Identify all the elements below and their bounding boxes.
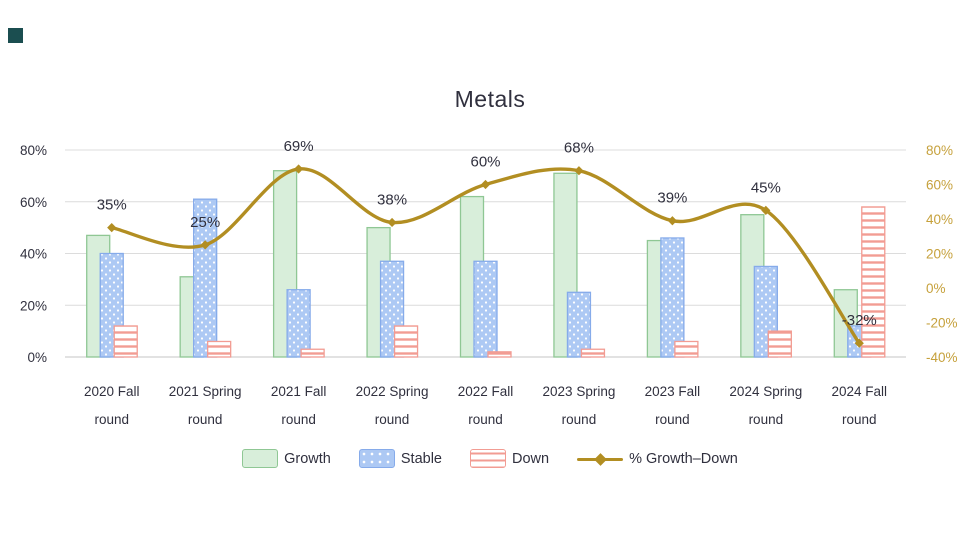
right-axis-labels: -40% -20% 0% 20% 40% 60% 80% [926, 143, 958, 365]
right-tick-label: -40% [926, 350, 958, 365]
line-markers [107, 164, 864, 348]
legend-label-stable: Stable [400, 450, 442, 467]
diamond-marker [387, 217, 397, 228]
diamond-marker [854, 338, 864, 348]
category-label-line2: round [749, 412, 784, 427]
category-label-line2: round [655, 412, 690, 427]
diamond-marker [294, 164, 304, 174]
category-label: 2020 Fall [84, 384, 140, 399]
left-tick-label: 20% [20, 298, 47, 313]
stable-bar [286, 289, 311, 358]
x-axis-labels: 2020 Fall round 2021 Spring round 2021 Fall r… [84, 384, 887, 427]
category-label-line2: round [562, 412, 597, 427]
line-data-label: 38% [377, 191, 407, 208]
bar-series-stable [99, 198, 872, 358]
right-tick-label: 0% [926, 281, 946, 296]
diamond-marker [574, 166, 584, 176]
down-bar [861, 206, 886, 358]
down-bar [207, 340, 232, 358]
category-label: 2024 Fall [832, 384, 888, 399]
category-label: 2022 Spring [356, 384, 429, 399]
legend-label-down: Down [512, 450, 550, 467]
left-tick-label: 80% [20, 143, 47, 158]
left-tick-label: 0% [27, 350, 47, 365]
diamond-marker [667, 216, 677, 226]
category-label-line2: round [842, 412, 877, 427]
down-bar [300, 348, 325, 358]
stable-bar [473, 260, 498, 358]
left-tick-label: 40% [20, 247, 47, 262]
line-data-labels: 35% 25% 69% 38% 60% 68% 39% 45% -32% [97, 138, 877, 329]
down-swatch-icon [470, 449, 506, 468]
category-label-line2: round [375, 412, 410, 427]
chart-legend: Growth Stable Down % Growth–Down [0, 449, 980, 468]
category-label: 2023 Spring [543, 384, 616, 399]
diamond-marker [107, 223, 117, 233]
line-data-label: 68% [564, 140, 594, 157]
legend-label-growth-down: % Growth–Down [629, 450, 738, 467]
line-marker-icon [577, 452, 624, 466]
diamond-marker [761, 205, 771, 215]
line-data-label: 45% [751, 179, 781, 196]
stable-bar [193, 198, 218, 358]
right-tick-label: 80% [926, 143, 953, 158]
legend-label-growth: Growth [284, 450, 331, 467]
category-label: 2024 Spring [729, 384, 802, 399]
category-label-line2: round [281, 412, 316, 427]
stable-swatch-icon [358, 449, 395, 468]
right-tick-label: 20% [926, 247, 953, 262]
growth-swatch-icon [242, 449, 279, 468]
page-accent-square [8, 28, 23, 43]
diamond-marker-icon [594, 452, 607, 466]
line-data-label: 69% [284, 138, 314, 155]
line-data-label: -32% [842, 312, 877, 329]
down-bar [487, 351, 512, 358]
down-bar [113, 325, 138, 358]
right-tick-label: -20% [926, 316, 958, 331]
category-label-line2: round [94, 412, 129, 427]
line-data-label: 35% [97, 197, 127, 214]
chart-title: Metals [454, 86, 526, 112]
stable-bar [566, 291, 592, 358]
bar-series-down [113, 206, 886, 358]
down-bar [674, 340, 699, 358]
down-bar [580, 348, 606, 358]
diamond-marker [480, 179, 491, 190]
stable-bar [660, 237, 685, 358]
category-label: 2023 Fall [645, 384, 701, 399]
category-label: 2022 Fall [458, 384, 514, 399]
down-bar [393, 325, 419, 358]
diamond-marker [200, 240, 210, 250]
line-data-label: 60% [470, 154, 500, 171]
category-label-line2: round [188, 412, 223, 427]
down-bar [767, 330, 792, 358]
right-tick-label: 40% [926, 212, 953, 227]
left-tick-label: 60% [20, 195, 47, 210]
category-label-line2: round [468, 412, 503, 427]
legend-item-growth: Growth [242, 449, 331, 468]
line-data-label: 25% [190, 214, 220, 231]
legend-item-growth-down-line: % Growth–Down [577, 451, 738, 467]
legend-item-down: Down [470, 449, 549, 468]
left-axis-labels: 0% 20% 40% 60% 80% [20, 143, 47, 365]
line-data-label: 39% [657, 190, 687, 207]
category-label: 2021 Spring [169, 384, 242, 399]
category-label: 2021 Fall [271, 384, 327, 399]
right-tick-label: 60% [926, 178, 953, 193]
legend-item-stable: Stable [358, 449, 442, 468]
